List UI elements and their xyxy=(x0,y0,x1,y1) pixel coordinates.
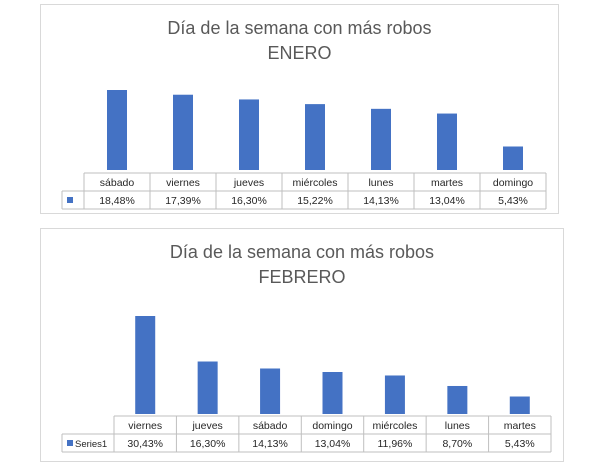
chart-title: Día de la semana con más robos xyxy=(167,18,432,38)
category-label: martes xyxy=(504,420,536,432)
value-label: 16,30% xyxy=(190,438,226,450)
bar xyxy=(509,396,530,414)
category-label: jueves xyxy=(233,177,264,189)
bar-chart-enero: sábado 18,48% viernes 17,39% jueves 16,30% mié… xyxy=(61,90,547,210)
bar xyxy=(437,113,457,170)
value-label: 13,04% xyxy=(315,438,351,450)
value-label: 14,13% xyxy=(363,195,399,207)
bar xyxy=(384,375,405,414)
value-label: 17,39% xyxy=(165,195,201,207)
bar xyxy=(260,368,281,414)
chart-subtitle: FEBRERO xyxy=(258,267,346,287)
category-label: lunes xyxy=(445,420,470,432)
bar xyxy=(447,385,468,414)
bar xyxy=(239,99,259,170)
chart-subtitle: ENERO xyxy=(267,43,332,63)
chart-panel-febrero: Día de la semana con más robos FEBRERO v… xyxy=(40,228,564,462)
series-name: Series1 xyxy=(75,439,107,450)
value-label: 5,43% xyxy=(505,438,535,450)
category-label: viernes xyxy=(166,177,200,189)
bar xyxy=(305,104,325,170)
bar xyxy=(322,372,343,414)
value-label: 11,96% xyxy=(378,438,413,450)
chart-panel-enero: Día de la semana con más robos ENERO sáb… xyxy=(40,4,559,214)
category-label: miércoles xyxy=(293,177,338,189)
category-label: sábado xyxy=(253,420,288,432)
category-label: martes xyxy=(431,177,463,189)
value-label: 30,43% xyxy=(127,438,163,450)
legend-key xyxy=(67,197,73,203)
value-label: 18,48% xyxy=(99,195,135,207)
bar xyxy=(173,94,193,170)
chart-title: Día de la semana con más robos xyxy=(169,242,435,262)
category-label: viernes xyxy=(128,420,162,432)
category-label: domingo xyxy=(493,177,533,189)
category-label: sábado xyxy=(100,177,135,189)
bar-chart-febrero: viernes 30,43% jueves 16,30% sábado 14,13% dom… xyxy=(61,316,552,453)
value-label: 16,30% xyxy=(231,195,267,207)
value-label: 8,70% xyxy=(442,438,472,450)
category-label: lunes xyxy=(368,177,393,189)
value-label: 5,43% xyxy=(498,195,528,207)
category-label: jueves xyxy=(191,420,222,432)
bar xyxy=(135,316,156,414)
bar xyxy=(107,90,127,170)
value-label: 14,13% xyxy=(252,438,288,450)
bar xyxy=(371,108,391,170)
category-label: domingo xyxy=(312,420,352,432)
legend-key xyxy=(67,440,73,446)
bar xyxy=(197,361,218,414)
bar xyxy=(503,146,523,170)
value-label: 13,04% xyxy=(429,195,465,207)
value-label: 15,22% xyxy=(297,195,333,207)
category-label: miércoles xyxy=(372,420,417,432)
